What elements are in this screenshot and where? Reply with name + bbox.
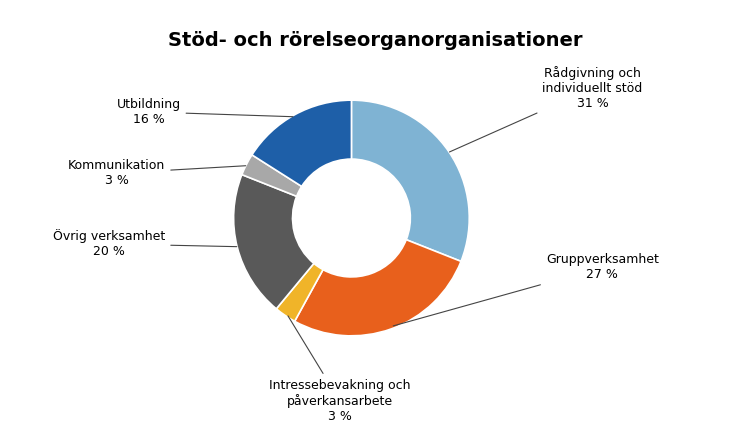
Text: Kommunikation
3 %: Kommunikation 3 % xyxy=(68,159,246,187)
Text: Stöd- och rörelseorganorganisationer: Stöd- och rörelseorganorganisationer xyxy=(168,31,582,50)
Text: Övrig verksamhet
20 %: Övrig verksamhet 20 % xyxy=(53,229,237,259)
Wedge shape xyxy=(295,240,461,336)
Text: Gruppverksamhet
27 %: Gruppverksamhet 27 % xyxy=(393,253,658,326)
Wedge shape xyxy=(276,263,323,321)
Wedge shape xyxy=(233,175,314,309)
Wedge shape xyxy=(252,100,352,187)
Text: Utbildning
16 %: Utbildning 16 % xyxy=(116,98,293,126)
Wedge shape xyxy=(352,100,470,261)
Wedge shape xyxy=(242,155,302,196)
Text: Intressebevakning och
påverkansarbete
3 %: Intressebevakning och påverkansarbete 3 … xyxy=(269,316,410,423)
Text: Rådgivning och
individuellt stöd
31 %: Rådgivning och individuellt stöd 31 % xyxy=(449,66,643,152)
